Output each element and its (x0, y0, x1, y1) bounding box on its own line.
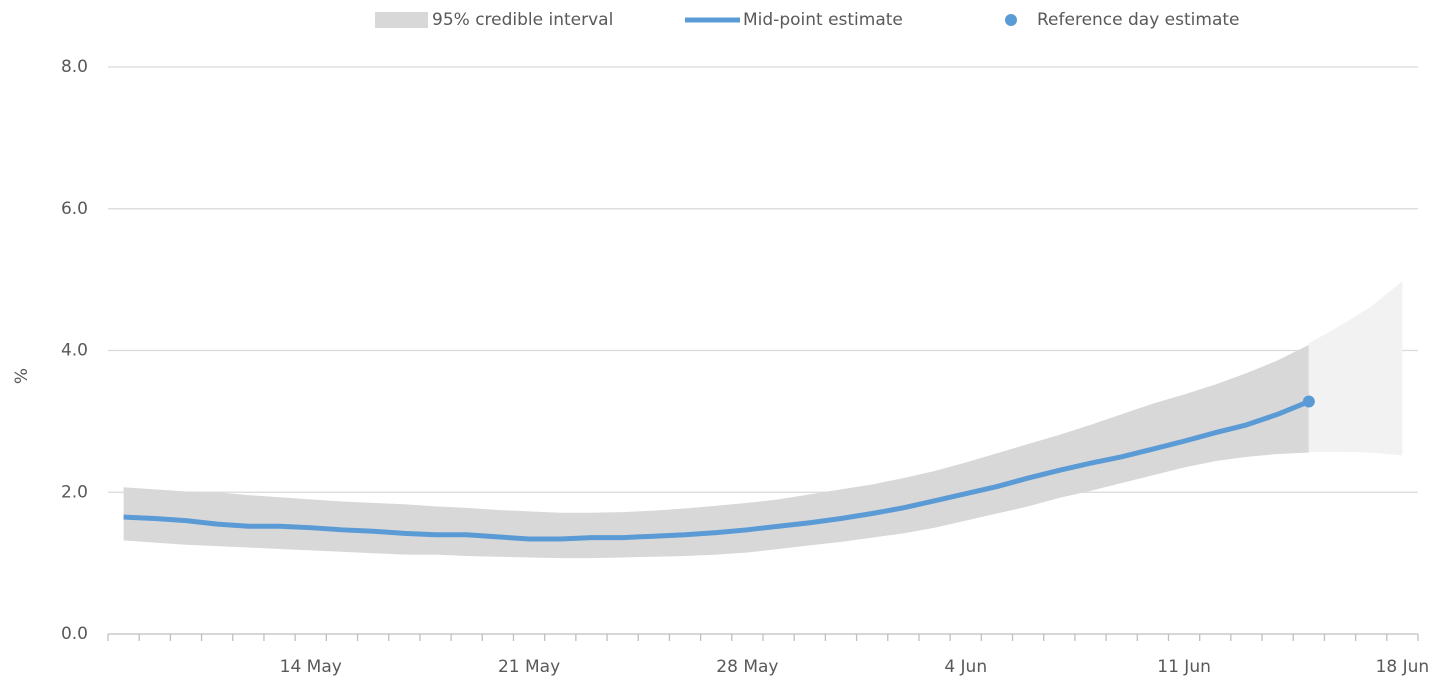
point (1302, 395, 1315, 408)
y-tick-label: 8.0 (61, 57, 88, 77)
credible-band (1308, 281, 1403, 456)
x-tick-label: 11 Jun (1157, 657, 1211, 677)
credible-band (123, 344, 1309, 559)
y-tick-label: 6.0 (61, 199, 88, 219)
y-tick-label: 4.0 (61, 341, 88, 361)
x-tick-label: 28 May (716, 657, 778, 677)
y-tick-label: 0.0 (61, 624, 88, 644)
legend-swatch (375, 12, 428, 28)
legend-label: Reference day estimate (1037, 10, 1240, 30)
x-tick-label: 14 May (280, 657, 342, 677)
x-tick-label: 4 Jun (944, 657, 987, 677)
y-axis-label: % (12, 368, 32, 384)
legend-label: Mid-point estimate (743, 10, 903, 30)
x-tick-label: 18 Jun (1376, 657, 1430, 677)
x-tick-label: 21 May (498, 657, 560, 677)
y-tick-label: 2.0 (61, 482, 88, 502)
line (123, 399, 1310, 542)
legend-label: 95% credible interval (432, 10, 613, 30)
legend-swatch (1005, 14, 1017, 26)
